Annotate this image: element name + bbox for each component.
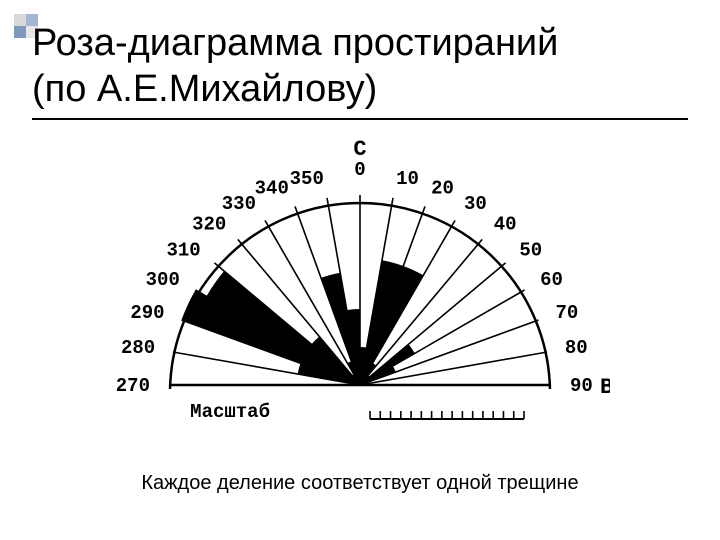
svg-text:270: 270: [116, 375, 150, 397]
rose-diagram-svg: 270 280 290 300 310 320330340350 0 10 20 30 4050 60…: [110, 140, 610, 440]
svg-text:С: С: [353, 140, 366, 162]
title-line-1: Роза-диаграмма простираний: [32, 22, 558, 64]
svg-text:320: 320: [192, 214, 226, 236]
svg-text:50: 50: [519, 239, 542, 261]
svg-text:80: 80: [565, 337, 588, 359]
svg-text:90: 90: [570, 375, 593, 397]
svg-text:10: 10: [396, 168, 419, 190]
svg-text:0: 0: [354, 159, 365, 181]
rose-diagram: 270 280 290 300 310 320330340350 0 10 20 30 4050 60…: [110, 140, 610, 440]
slide-title: Роза-диаграмма простираний (по А.Е.Михай…: [32, 20, 558, 112]
svg-text:290: 290: [130, 302, 164, 324]
caption: Каждое деление соответствует одной трещи…: [0, 472, 720, 495]
svg-text:340: 340: [255, 178, 289, 200]
title-line-2: (по А.Е.Михайлову): [32, 68, 377, 110]
svg-text:40: 40: [494, 214, 517, 236]
svg-text:300: 300: [146, 269, 180, 291]
deco-square: [14, 14, 26, 26]
svg-text:350: 350: [290, 168, 324, 190]
title-underline: [32, 118, 688, 120]
svg-text:330: 330: [222, 193, 256, 215]
svg-text:310: 310: [166, 239, 200, 261]
svg-text:Масштаб: Масштаб: [190, 401, 270, 423]
svg-text:30: 30: [464, 193, 487, 215]
svg-text:В: В: [600, 375, 610, 400]
svg-text:20: 20: [431, 178, 454, 200]
deco-square: [14, 26, 26, 38]
svg-text:280: 280: [121, 337, 155, 359]
svg-text:70: 70: [555, 302, 578, 324]
svg-text:60: 60: [540, 269, 563, 291]
slide: Роза-диаграмма простираний (по А.Е.Михай…: [0, 0, 720, 540]
